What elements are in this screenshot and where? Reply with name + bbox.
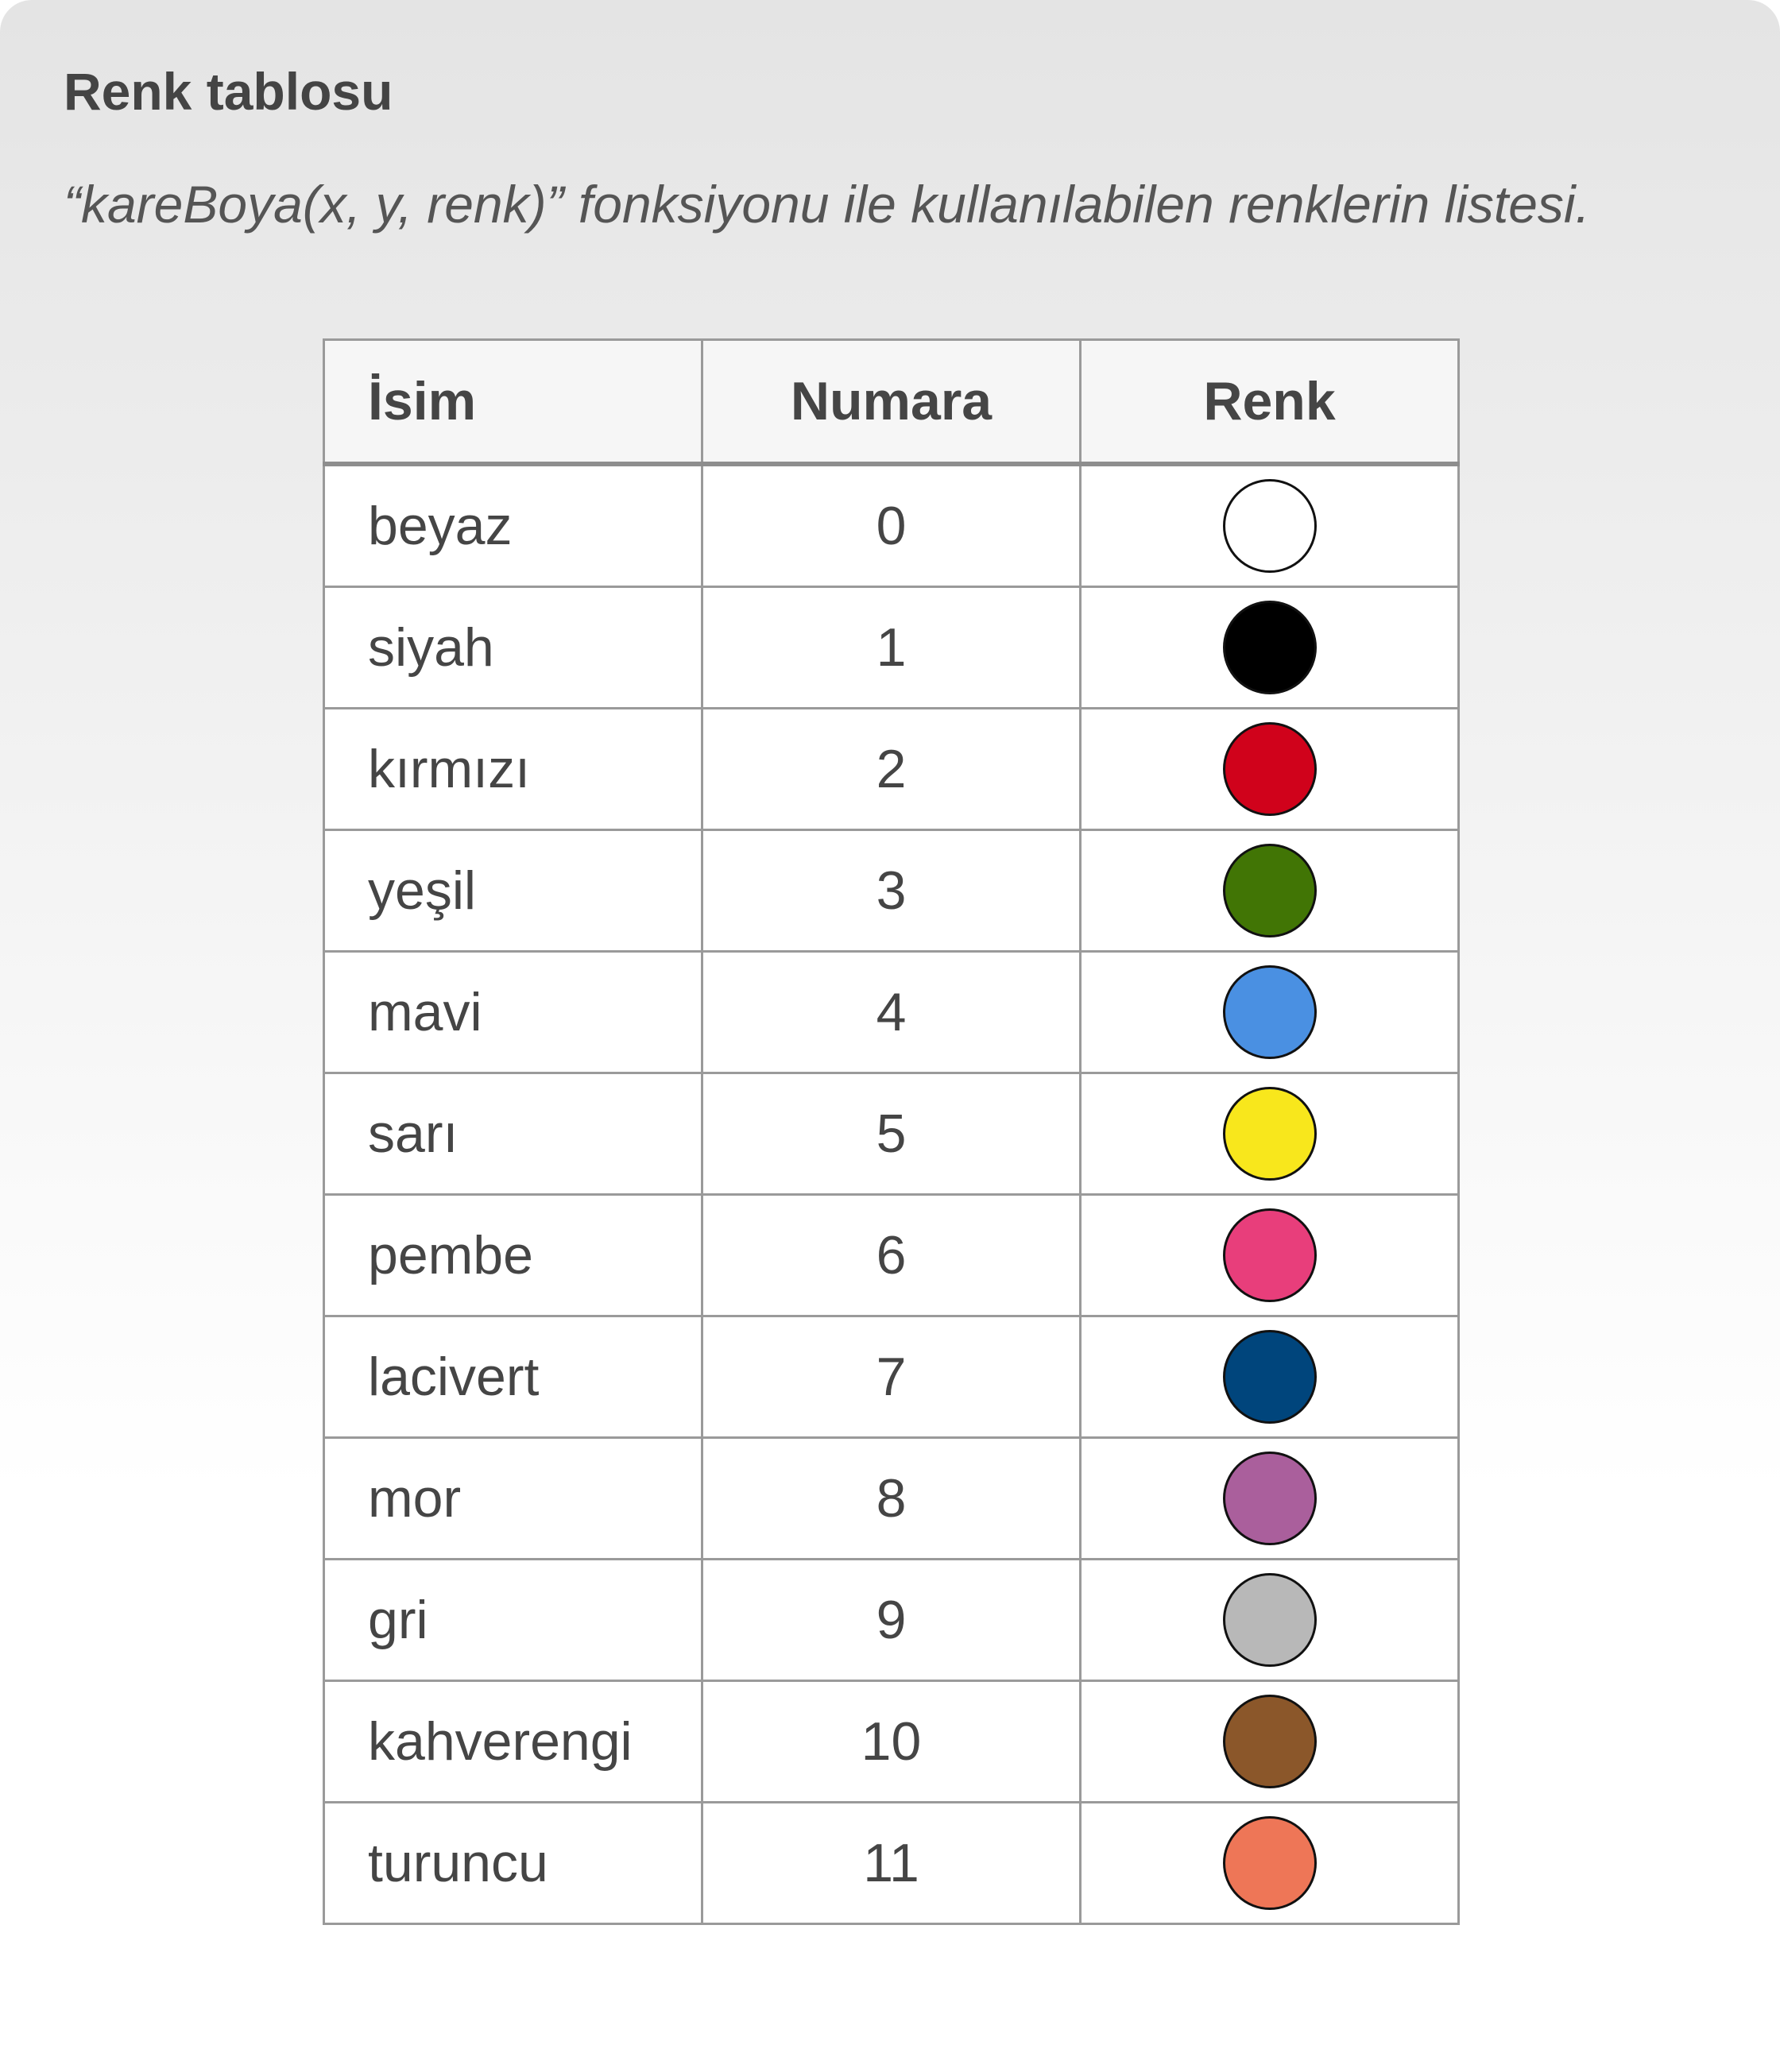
color-name-cell: mor [323, 1436, 703, 1560]
color-table: İsim Numara Renk beyaz 0 siyah 1 kırmızı 2 yeş… [323, 338, 1460, 1925]
color-swatch [1222, 601, 1317, 694]
column-header-color: Renk [1079, 338, 1460, 466]
color-swatch-cell [1079, 707, 1460, 831]
color-swatch-cell [1079, 1072, 1460, 1196]
color-number-cell: 7 [701, 1315, 1082, 1439]
color-number-cell: 1 [701, 586, 1082, 709]
color-name-cell: gri [323, 1558, 703, 1682]
table-row: siyah 1 [323, 586, 1460, 709]
color-name-cell: turuncu [323, 1801, 703, 1925]
color-swatch [1222, 1573, 1317, 1667]
color-table-container: İsim Numara Renk beyaz 0 siyah 1 kırmızı 2 yeş… [323, 338, 1460, 1925]
color-swatch-cell [1079, 462, 1460, 588]
color-table-header: İsim Numara Renk [323, 338, 1460, 466]
color-swatch [1222, 479, 1317, 573]
color-name-cell: yeşil [323, 829, 703, 953]
color-number-cell: 8 [701, 1436, 1082, 1560]
color-number-cell: 4 [701, 950, 1082, 1074]
table-row: mavi 4 [323, 950, 1460, 1074]
color-name-cell: siyah [323, 586, 703, 709]
table-row: pembe 6 [323, 1193, 1460, 1317]
table-row: mor 8 [323, 1436, 1460, 1560]
table-row: sarı 5 [323, 1072, 1460, 1196]
column-header-number: Numara [701, 338, 1082, 466]
table-row: lacivert 7 [323, 1315, 1460, 1439]
color-swatch-cell [1079, 1558, 1460, 1682]
color-swatch [1222, 844, 1317, 937]
page-title: Renk tablosu [64, 62, 393, 121]
color-number-cell: 6 [701, 1193, 1082, 1317]
table-row: turuncu 11 [323, 1801, 1460, 1925]
color-table-body: beyaz 0 siyah 1 kırmızı 2 yeşil 3 mavi 4 sarı 5 pemb… [323, 462, 1460, 1925]
page-subtitle: “kareBoya(x, y, renk)” fonksiyonu ile ku… [64, 175, 1590, 234]
color-swatch-cell [1079, 1680, 1460, 1803]
color-swatch-cell [1079, 950, 1460, 1074]
table-row: kırmızı 2 [323, 707, 1460, 831]
color-swatch [1222, 1330, 1317, 1424]
color-swatch-cell [1079, 1193, 1460, 1317]
color-number-cell: 5 [701, 1072, 1082, 1196]
color-swatch-cell [1079, 586, 1460, 709]
color-swatch [1222, 1087, 1317, 1181]
color-number-cell: 2 [701, 707, 1082, 831]
table-row: beyaz 0 [323, 462, 1460, 588]
color-swatch [1222, 722, 1317, 816]
color-name-cell: pembe [323, 1193, 703, 1317]
header-row: İsim Numara Renk [323, 338, 1460, 466]
color-number-cell: 9 [701, 1558, 1082, 1682]
color-swatch-cell [1079, 1436, 1460, 1560]
color-swatch-cell [1079, 829, 1460, 953]
color-number-cell: 10 [701, 1680, 1082, 1803]
color-swatch [1222, 1816, 1317, 1910]
color-swatch [1222, 1208, 1317, 1302]
color-name-cell: kırmızı [323, 707, 703, 831]
table-row: yeşil 3 [323, 829, 1460, 953]
color-name-cell: beyaz [323, 462, 703, 588]
color-number-cell: 0 [701, 462, 1082, 588]
color-swatch [1222, 965, 1317, 1059]
color-number-cell: 11 [701, 1801, 1082, 1925]
color-swatch [1222, 1452, 1317, 1545]
color-number-cell: 3 [701, 829, 1082, 953]
column-header-name: İsim [323, 338, 703, 466]
color-swatch-cell [1079, 1801, 1460, 1925]
color-name-cell: kahverengi [323, 1680, 703, 1803]
color-name-cell: mavi [323, 950, 703, 1074]
color-swatch [1222, 1695, 1317, 1788]
color-swatch-cell [1079, 1315, 1460, 1439]
color-name-cell: sarı [323, 1072, 703, 1196]
color-name-cell: lacivert [323, 1315, 703, 1439]
table-row: gri 9 [323, 1558, 1460, 1682]
table-row: kahverengi 10 [323, 1680, 1460, 1803]
